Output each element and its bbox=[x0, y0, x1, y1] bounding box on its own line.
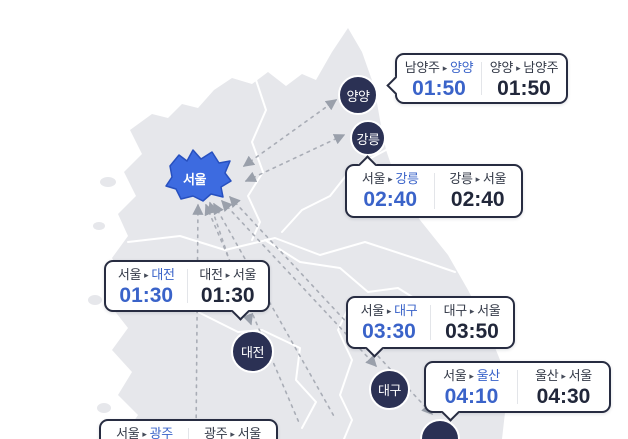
route-card-reverse[interactable]: 광주 ▸ 서울 bbox=[189, 421, 276, 439]
travel-time: 03:30 bbox=[362, 319, 416, 343]
route-to: 대전 bbox=[151, 267, 175, 282]
route-to: 서울 bbox=[482, 171, 507, 186]
route-arrow-icon: ▸ bbox=[475, 174, 481, 184]
route-to: 대구 bbox=[394, 303, 418, 318]
route-from: 서울 bbox=[116, 426, 140, 439]
route-to: 강릉 bbox=[395, 171, 419, 186]
route-card-reverse[interactable]: 양양 ▸ 남양주 01:50 bbox=[482, 55, 566, 102]
city-marker-yangyang[interactable]: 양양 bbox=[338, 75, 378, 115]
city-marker-label: 강릉 bbox=[356, 131, 380, 147]
route-label: 강릉 ▸ 서울 bbox=[441, 171, 516, 187]
route-from: 서울 bbox=[117, 267, 142, 282]
travel-time: 04:30 bbox=[536, 384, 591, 408]
travel-time-popup-yangyang: 남양주 ▸ 양양 01:50 양양 ▸ 남양주 01:50 bbox=[386, 53, 568, 104]
popup-divider bbox=[433, 173, 435, 209]
route-card-reverse[interactable]: 울산 ▸ 서울 04:30 bbox=[518, 363, 609, 411]
route-card-forward[interactable]: 서울 ▸ 광주 bbox=[101, 421, 188, 439]
travel-time: 04:10 bbox=[444, 384, 499, 408]
route-from: 양양 bbox=[489, 60, 514, 75]
route-arrow-icon: ▸ bbox=[386, 306, 392, 316]
route-arrow-icon: ▸ bbox=[442, 63, 448, 73]
route-from: 서울 bbox=[361, 171, 386, 186]
route-arrow-icon: ▸ bbox=[561, 371, 566, 381]
route-from: 광주 bbox=[204, 426, 228, 439]
travel-time: 01:30 bbox=[200, 283, 255, 307]
route-card-forward[interactable]: 서울 ▸ 울산 04:10 bbox=[426, 363, 517, 411]
route-arrow-icon: ▸ bbox=[225, 270, 231, 280]
route-arrow-icon: ▸ bbox=[142, 429, 147, 439]
route-label: 광주 ▸ 서울 bbox=[195, 426, 270, 439]
seoul-region-shape[interactable] bbox=[165, 149, 232, 202]
city-marker-gangneung[interactable]: 강릉 bbox=[350, 120, 386, 156]
city-marker-label: 대전 bbox=[241, 345, 264, 360]
route-arrow-icon: ▸ bbox=[469, 306, 475, 316]
route-label: 대구 ▸ 서울 bbox=[437, 303, 507, 319]
city-marker-daejeon[interactable]: 대전 bbox=[231, 330, 274, 373]
travel-time: 01:50 bbox=[412, 76, 466, 100]
route-card-forward[interactable]: 서울 ▸ 대구 03:30 bbox=[348, 298, 430, 347]
route-label: 대전 ▸ 서울 bbox=[194, 267, 263, 283]
route-from: 울산 bbox=[535, 368, 559, 383]
route-arrow-icon: ▸ bbox=[388, 174, 393, 184]
route-label: 울산 ▸ 서울 bbox=[524, 368, 603, 384]
route-to: 서울 bbox=[477, 303, 501, 318]
city-marker-label: 양양 bbox=[346, 88, 370, 104]
route-label: 서울 ▸ 대구 bbox=[354, 303, 424, 319]
route-to: 서울 bbox=[237, 426, 262, 439]
map-islands bbox=[88, 177, 116, 413]
city-marker-label: 대구 bbox=[378, 383, 401, 398]
travel-time: 03:50 bbox=[445, 319, 499, 343]
route-to: 양양 bbox=[449, 60, 474, 75]
route-arrow-icon: ▸ bbox=[230, 429, 235, 439]
route-card-reverse[interactable]: 대전 ▸ 서울 01:30 bbox=[188, 262, 269, 310]
seoul-region-label: 서울 bbox=[183, 172, 206, 187]
travel-time-popup-gwangju: 서울 ▸ 광주 광주 ▸ 서울 bbox=[99, 419, 278, 439]
route-arrow-icon: ▸ bbox=[516, 63, 521, 73]
route-to: 서울 bbox=[232, 267, 257, 282]
route-label: 서울 ▸ 울산 bbox=[432, 368, 511, 384]
travel-time: 02:40 bbox=[450, 187, 505, 211]
route-arrow-icon: ▸ bbox=[469, 371, 474, 381]
route-label: 양양 ▸ 남양주 bbox=[488, 60, 560, 76]
travel-time-popup-daegu: 서울 ▸ 대구 03:30 대구 ▸ 서울 03:50 bbox=[346, 296, 515, 358]
route-card-forward[interactable]: 서울 ▸ 대전 01:30 bbox=[106, 262, 187, 310]
route-to: 울산 bbox=[476, 368, 501, 383]
route-to: 남양주 bbox=[523, 60, 559, 75]
popup-divider bbox=[481, 62, 482, 95]
route-card-forward[interactable]: 서울 ▸ 강릉 02:40 bbox=[347, 166, 434, 216]
route-from: 남양주 bbox=[404, 60, 440, 75]
route-label: 서울 ▸ 대전 bbox=[112, 267, 181, 283]
city-marker-daegu[interactable]: 대구 bbox=[369, 369, 410, 410]
popup-divider bbox=[517, 370, 518, 404]
route-from: 대구 bbox=[443, 303, 468, 318]
route-to: 서울 bbox=[568, 368, 593, 383]
travel-time-popup-daejeon: 서울 ▸ 대전 01:30 대전 ▸ 서울 01:30 bbox=[104, 260, 270, 321]
route-card-reverse[interactable]: 대구 ▸ 서울 03:50 bbox=[431, 298, 513, 347]
route-card-forward[interactable]: 남양주 ▸ 양양 01:50 bbox=[397, 55, 481, 102]
route-to: 광주 bbox=[149, 426, 174, 439]
travel-time-popup-gangneung: 서울 ▸ 강릉 02:40 강릉 ▸ 서울 02:40 bbox=[345, 155, 523, 218]
route-from: 서울 bbox=[443, 368, 467, 383]
travel-time: 01:50 bbox=[497, 76, 551, 100]
route-from: 대전 bbox=[199, 267, 223, 282]
route-card-reverse[interactable]: 강릉 ▸ 서울 02:40 bbox=[435, 166, 522, 216]
travel-time: 01:30 bbox=[119, 283, 174, 307]
popup-divider bbox=[188, 428, 189, 439]
route-label: 서울 ▸ 강릉 bbox=[353, 171, 428, 187]
route-label: 남양주 ▸ 양양 bbox=[403, 60, 475, 76]
route-label: 서울 ▸ 광주 bbox=[107, 426, 182, 439]
route-arrow-icon: ▸ bbox=[144, 270, 149, 280]
travel-time-popup-ulsan: 서울 ▸ 울산 04:10 울산 ▸ 서울 04:30 bbox=[424, 361, 611, 422]
route-from: 강릉 bbox=[449, 171, 473, 186]
popup-divider bbox=[186, 269, 188, 303]
route-from: 서울 bbox=[360, 303, 385, 318]
travel-time: 02:40 bbox=[363, 187, 418, 211]
